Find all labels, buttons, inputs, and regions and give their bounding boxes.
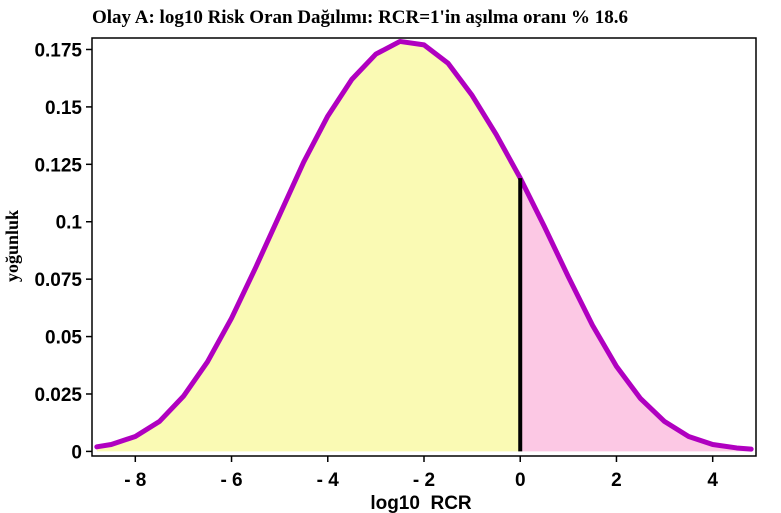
y-tick-label: 0.175: [34, 40, 82, 61]
y-tick-label: 0.15: [45, 98, 82, 119]
x-axis: - 8 - 6 - 4 - 2 0 2 4: [124, 456, 718, 491]
y-axis: 0 0.025 0.05 0.075 0.1 0.125 0.15 0.175: [34, 40, 92, 463]
y-tick-label: 0.125: [34, 155, 82, 176]
x-tick-label: - 8: [124, 470, 146, 491]
chart-title: Olay A: log10 Risk Oran Dağılımı: RCR=1'…: [92, 7, 628, 28]
y-axis-label: yoğunluk: [2, 210, 22, 282]
area-above-threshold: [520, 178, 752, 452]
x-tick-label: - 4: [317, 470, 340, 491]
plot-area: [91, 37, 757, 457]
y-tick-label: 0: [71, 442, 82, 463]
y-tick-label: 0.05: [45, 328, 82, 349]
y-tick-label: 0.025: [34, 385, 82, 406]
x-tick-label: - 2: [413, 470, 435, 491]
x-tick-label: - 6: [220, 470, 242, 491]
x-axis-label: log10 RCR: [370, 493, 472, 513]
area-below-threshold: [96, 41, 521, 452]
x-tick-label: 2: [611, 470, 622, 491]
x-tick-label: 4: [707, 470, 718, 491]
y-tick-label: 0.075: [34, 270, 82, 291]
y-tick-label: 0.1: [56, 213, 83, 234]
density-curve: [94, 38, 754, 452]
x-tick-label: 0: [515, 470, 526, 491]
